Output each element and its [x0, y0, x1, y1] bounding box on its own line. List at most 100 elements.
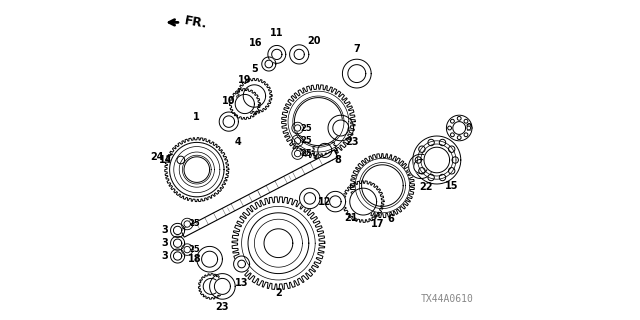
- Polygon shape: [294, 150, 301, 157]
- Circle shape: [448, 126, 452, 130]
- Text: FR.: FR.: [183, 14, 208, 31]
- Polygon shape: [447, 115, 472, 141]
- Text: 3: 3: [161, 225, 168, 236]
- Text: 6: 6: [387, 214, 394, 224]
- Text: 21: 21: [344, 212, 358, 223]
- Polygon shape: [170, 142, 224, 197]
- Circle shape: [451, 133, 454, 137]
- Circle shape: [428, 139, 435, 146]
- Text: 3: 3: [161, 238, 168, 248]
- Circle shape: [428, 174, 435, 181]
- Polygon shape: [214, 278, 230, 294]
- Polygon shape: [265, 60, 273, 68]
- Polygon shape: [300, 188, 320, 209]
- Polygon shape: [292, 135, 303, 147]
- Polygon shape: [236, 94, 255, 114]
- Polygon shape: [243, 85, 266, 107]
- Text: 7: 7: [353, 44, 360, 54]
- Polygon shape: [223, 116, 235, 127]
- Polygon shape: [272, 49, 282, 60]
- Polygon shape: [290, 45, 308, 64]
- Polygon shape: [220, 112, 239, 131]
- Circle shape: [449, 146, 455, 152]
- Text: 19: 19: [238, 75, 252, 85]
- Polygon shape: [325, 191, 346, 212]
- Polygon shape: [362, 165, 403, 206]
- Polygon shape: [413, 136, 461, 184]
- Polygon shape: [184, 246, 191, 253]
- Text: 8: 8: [334, 155, 341, 165]
- Circle shape: [419, 168, 425, 174]
- Text: 3: 3: [161, 251, 168, 261]
- Polygon shape: [184, 221, 191, 227]
- Text: 12: 12: [319, 196, 332, 207]
- Polygon shape: [171, 249, 184, 263]
- Polygon shape: [174, 153, 188, 167]
- Text: TX44A0610: TX44A0610: [420, 294, 474, 304]
- Polygon shape: [304, 193, 316, 204]
- Polygon shape: [184, 157, 210, 182]
- Polygon shape: [264, 229, 292, 258]
- Polygon shape: [238, 260, 246, 268]
- Polygon shape: [173, 226, 182, 235]
- Polygon shape: [350, 188, 376, 215]
- Polygon shape: [292, 122, 303, 134]
- Text: 20: 20: [307, 36, 321, 46]
- Polygon shape: [171, 223, 184, 237]
- Polygon shape: [165, 138, 229, 202]
- Polygon shape: [177, 156, 184, 164]
- Polygon shape: [294, 49, 305, 60]
- Polygon shape: [182, 244, 193, 255]
- Polygon shape: [318, 143, 332, 157]
- Polygon shape: [173, 239, 182, 247]
- Polygon shape: [197, 246, 223, 272]
- Text: 25: 25: [188, 220, 200, 228]
- Text: 2: 2: [275, 288, 282, 298]
- Circle shape: [467, 126, 471, 130]
- Polygon shape: [409, 154, 433, 179]
- Text: 25: 25: [188, 245, 200, 254]
- Circle shape: [464, 133, 468, 137]
- Circle shape: [457, 136, 461, 140]
- Circle shape: [449, 168, 455, 174]
- Text: 1: 1: [193, 112, 200, 122]
- Text: 10: 10: [222, 96, 236, 106]
- Polygon shape: [333, 120, 349, 136]
- Text: 23: 23: [346, 137, 359, 148]
- Polygon shape: [268, 45, 285, 63]
- Polygon shape: [292, 148, 303, 159]
- Polygon shape: [453, 122, 466, 134]
- Text: 14: 14: [159, 155, 173, 165]
- Polygon shape: [294, 125, 301, 131]
- Text: 25: 25: [301, 124, 312, 132]
- Polygon shape: [294, 98, 342, 146]
- Polygon shape: [328, 115, 354, 141]
- Circle shape: [439, 174, 445, 181]
- Circle shape: [464, 119, 468, 123]
- Text: 9: 9: [466, 123, 472, 133]
- Polygon shape: [414, 159, 428, 173]
- Polygon shape: [180, 150, 338, 237]
- Polygon shape: [170, 142, 224, 197]
- Text: 23: 23: [216, 302, 229, 312]
- Polygon shape: [210, 274, 236, 299]
- Polygon shape: [248, 213, 308, 274]
- Polygon shape: [182, 218, 193, 230]
- Text: 11: 11: [270, 28, 284, 38]
- Circle shape: [452, 157, 458, 163]
- Text: 15: 15: [445, 180, 458, 191]
- Polygon shape: [204, 278, 219, 294]
- Polygon shape: [234, 256, 250, 272]
- Text: 5: 5: [251, 64, 258, 74]
- Circle shape: [439, 139, 445, 146]
- Text: 25: 25: [301, 149, 312, 158]
- Text: 25: 25: [301, 136, 312, 145]
- Polygon shape: [348, 65, 366, 83]
- Text: 16: 16: [249, 38, 262, 48]
- Polygon shape: [424, 147, 450, 173]
- Text: 24: 24: [150, 152, 164, 162]
- Polygon shape: [342, 59, 371, 88]
- Polygon shape: [173, 252, 182, 260]
- Polygon shape: [262, 57, 276, 71]
- Circle shape: [457, 116, 461, 120]
